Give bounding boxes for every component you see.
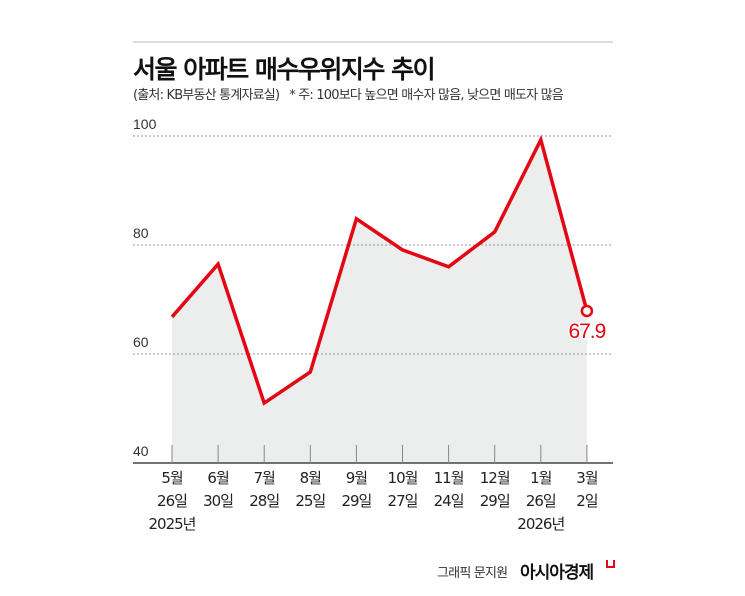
top-rule [133, 41, 613, 43]
x-tick-label: 10월 [388, 469, 418, 487]
y-tick-label: 60 [133, 334, 149, 350]
x-tick-label: 2026년 [517, 515, 564, 533]
x-tick-label: 29일 [480, 492, 510, 510]
x-tick-label: 3월 [576, 469, 598, 487]
x-tick-label: 29일 [341, 492, 371, 510]
last-point-marker [580, 304, 594, 318]
y-tick-label: 40 [133, 443, 149, 459]
graphic-credit: 그래픽 문지원 [437, 566, 508, 581]
series-line [170, 134, 589, 406]
source-text: (출처: KB부동산 통계자료실) [133, 88, 280, 103]
x-tick-label: 26일 [526, 492, 556, 510]
x-tick-label: 25일 [295, 492, 325, 510]
logo-mark-icon [606, 560, 615, 568]
note-text: * 주: 100보다 높으면 매수자 많음, 낮으면 매도자 많음 [289, 88, 564, 103]
x-tick-label: 2025년 [149, 515, 196, 533]
x-tick-label: 5월 [161, 469, 183, 487]
chart-title: 서울 아파트 매수우위지수 추이 [133, 55, 436, 84]
last-value-label: 67.9 [568, 320, 605, 343]
publisher-logo: 아시아경제 [520, 563, 594, 583]
x-tick-label: 1월 [530, 469, 552, 487]
x-tick-label: 12월 [480, 469, 510, 487]
x-tick-label: 30일 [203, 492, 233, 510]
x-tick-label: 9월 [346, 469, 368, 487]
x-tick-label: 24일 [434, 492, 464, 510]
x-tick-label: 6월 [207, 469, 229, 487]
x-tick-label: 28일 [249, 492, 279, 510]
y-tick-label: 100 [133, 116, 157, 132]
x-tick-label: 2일 [576, 492, 598, 510]
area-fill [172, 139, 587, 463]
x-tick-label: 7월 [254, 469, 276, 487]
chart-subtitle: (출처: KB부동산 통계자료실) * 주: 100보다 높으면 매수자 많음, … [133, 84, 564, 103]
x-tick-label: 11월 [434, 469, 464, 487]
x-tick-label: 8월 [300, 469, 322, 487]
x-tick-label: 26일 [157, 492, 187, 510]
y-tick-label: 80 [133, 225, 149, 241]
x-tick-label: 27일 [388, 492, 418, 510]
